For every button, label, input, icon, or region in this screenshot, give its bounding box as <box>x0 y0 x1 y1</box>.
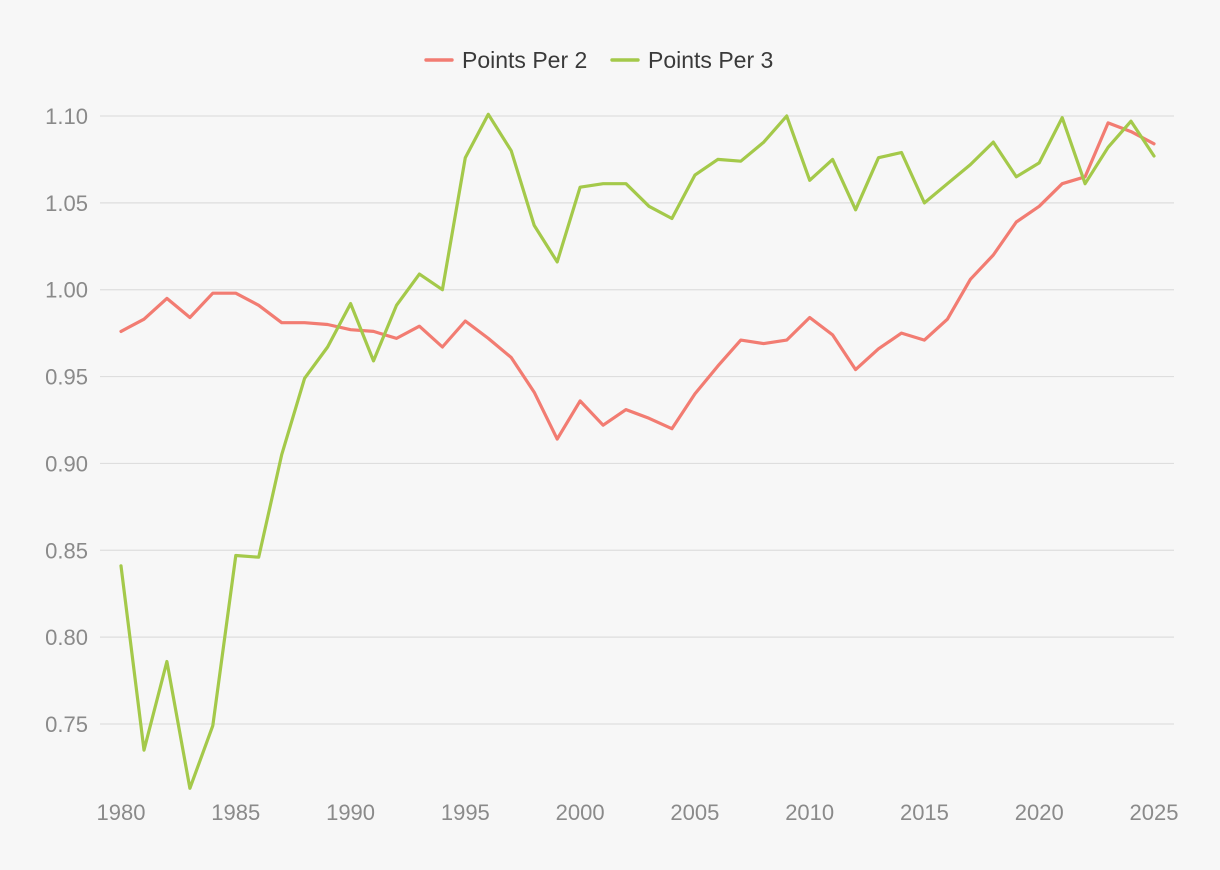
y-tick-label: 1.10 <box>45 104 88 129</box>
y-tick-label: 0.85 <box>45 538 88 563</box>
y-tick-label: 0.90 <box>45 451 88 476</box>
series-line-points-per-2 <box>119 121 1156 441</box>
legend-item-points-per-3: Points Per 3 <box>610 47 773 73</box>
y-tick-label: 0.95 <box>45 365 88 390</box>
y-tick-label: 0.80 <box>45 625 88 650</box>
legend-item-points-per-2: Points Per 2 <box>424 47 587 73</box>
x-tick-label: 1980 <box>97 800 146 825</box>
x-tick-label: 1995 <box>441 800 490 825</box>
gridlines <box>100 115 1174 725</box>
x-tick-label: 2010 <box>785 800 834 825</box>
series-lines <box>119 112 1156 790</box>
x-tick-label: 2015 <box>900 800 949 825</box>
x-tick-label: 2005 <box>670 800 719 825</box>
legend: Points Per 2 Points Per 3 <box>424 47 773 73</box>
y-tick-label: 0.75 <box>45 712 88 737</box>
y-tick-label: 1.00 <box>45 278 88 303</box>
legend-label: Points Per 2 <box>462 47 587 73</box>
x-tick-label: 2020 <box>1015 800 1064 825</box>
x-tick-label: 2000 <box>556 800 605 825</box>
x-tick-label: 1985 <box>211 800 260 825</box>
x-tick-label: 2025 <box>1130 800 1179 825</box>
legend-label: Points Per 3 <box>648 47 773 73</box>
y-axis-tick-labels: 0.75 0.80 0.85 0.90 0.95 1.00 1.05 1.10 <box>45 104 88 737</box>
y-tick-label: 1.05 <box>45 191 88 216</box>
series-line-points-per-3 <box>119 112 1156 790</box>
x-axis-tick-labels: 1980 1985 1990 1995 2000 2005 2010 2015 2020 2025 <box>97 800 1179 825</box>
x-tick-label: 1990 <box>326 800 375 825</box>
